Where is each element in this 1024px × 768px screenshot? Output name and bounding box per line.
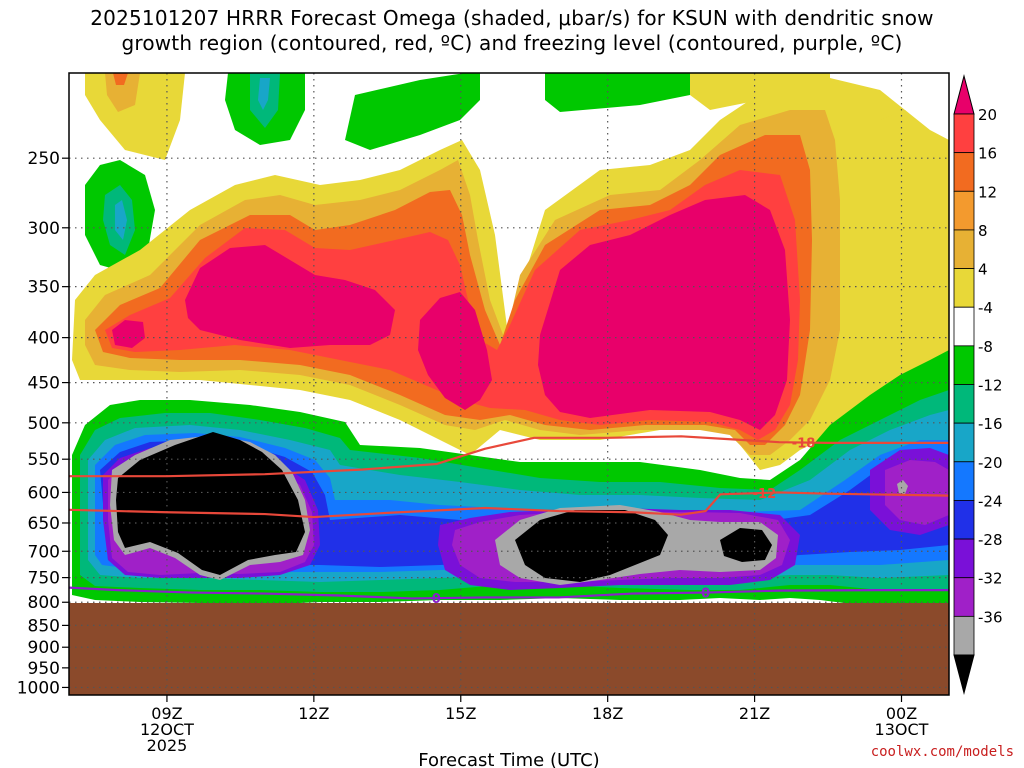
omega-band-main-20-mid [418, 292, 492, 410]
omega-shading [69, 73, 949, 695]
y-tick-label: 500 [28, 414, 60, 434]
contour-label-0: 0 [432, 592, 441, 607]
colorbar-label: -4 [978, 299, 993, 317]
source-credit: coolwx.com/models [870, 744, 1014, 760]
colorbar-swatch [953, 422, 975, 463]
contour-label--18: -18 [792, 437, 816, 452]
colorbar-swatch [953, 190, 975, 231]
colorbar-label: -8 [978, 338, 993, 356]
contour-0 [69, 586, 949, 600]
omega-band-lower-gray-far-right [897, 480, 908, 494]
colorbar-swatch [953, 461, 975, 501]
colorbar-swatch [953, 306, 975, 347]
colorbar-swatch [953, 384, 975, 424]
y-tick-label: 900 [28, 638, 60, 658]
x-tick-label: 15Z [445, 704, 476, 723]
omega-band-main-20-left [185, 245, 395, 348]
grid-lines [69, 73, 949, 695]
colorbar-label: -28 [978, 531, 1003, 549]
y-tick-label: 1000 [17, 678, 60, 698]
x-tick-label: 00Z [886, 704, 917, 723]
x-tick-label: 2025 [147, 736, 188, 755]
colorbar-label: -24 [978, 492, 1003, 510]
colorbar-label: -20 [978, 454, 1003, 472]
omega-band-left-green-peak [115, 200, 127, 240]
y-tick-label: 950 [28, 659, 60, 679]
y-tick-label: 750 [28, 569, 60, 589]
y-tick-label: 450 [28, 374, 60, 394]
y-tick-label: 850 [28, 616, 60, 636]
y-tick-label: 800 [28, 593, 60, 613]
colorbar-max-arrow [953, 74, 975, 115]
colorbar-swatch [953, 577, 975, 617]
colorbar-label: 4 [978, 261, 988, 279]
omega-band-right-yellow [880, 110, 949, 345]
omega-band-main-20-right [538, 195, 790, 430]
x-axis-label: Forecast Time (UTC) [418, 750, 599, 768]
colorbar-label: -16 [978, 415, 1003, 433]
omega-band-lower-black-right [515, 510, 668, 582]
omega-band-upper-left-core [105, 73, 140, 112]
colorbar-swatch [953, 345, 975, 385]
chart-title-line-1: 2025101207 HRRR Forecast Omega (shaded, … [90, 6, 934, 30]
colorbar-label: 20 [978, 106, 997, 124]
colorbar-swatch [953, 229, 975, 269]
contour--18 [69, 435, 949, 478]
colorbar-label: 16 [978, 145, 997, 163]
colorbar-swatch [953, 538, 975, 579]
omega-band-lower-black-small [720, 528, 772, 562]
contour-label-0: 0 [701, 587, 710, 602]
y-tick-label: 550 [28, 450, 60, 470]
contour-label--12: -12 [753, 487, 777, 502]
omega-band-top-yellow-right [690, 73, 830, 110]
colorbar-swatch [953, 152, 975, 192]
colorbar-label: 8 [978, 222, 988, 240]
y-tick-label: 300 [28, 219, 60, 239]
x-tick-label: 12Z [298, 704, 329, 723]
omega-band-lower-black-left [116, 432, 305, 575]
omega-band-main-20-left-small [112, 320, 145, 348]
x-tick-label: 12OCT [140, 720, 194, 739]
colorbar-swatch [953, 113, 975, 154]
omega-band-top-green-3 [545, 73, 690, 112]
ground-below-surface [69, 603, 949, 695]
colorbar-swatch [953, 268, 975, 308]
omega-band-top-green-2 [345, 73, 480, 150]
contour--12 [69, 491, 949, 519]
plot-frame [68, 72, 950, 696]
y-tick-label: 700 [28, 542, 60, 562]
y-tick-label: 400 [28, 329, 60, 349]
omega-band-top-green-1-peak [258, 78, 270, 110]
colorbar-label: -12 [978, 377, 1003, 395]
omega-band-upper-left-peak [113, 73, 128, 85]
colorbar-label: -32 [978, 570, 1003, 588]
y-axis: 2503003504004505005506006507007508008509… [17, 149, 69, 698]
y-tick-label: 650 [28, 514, 60, 534]
colorbar-label: 12 [978, 183, 997, 201]
x-tick-label: 18Z [592, 704, 623, 723]
chart-title-line-2: growth region (contoured, red, ºC) and f… [121, 31, 903, 55]
x-tick-label: 13OCT [875, 720, 929, 739]
colorbar: 20 16 12 8 4 -4 -8 -12 -16 -20 -24 -28 -32 -36 [953, 74, 1003, 695]
y-tick-label: 250 [28, 149, 60, 169]
x-tick-label: 09Z [151, 704, 182, 723]
y-tick-label: 600 [28, 483, 60, 503]
colorbar-label: -36 [978, 608, 1003, 626]
colorbar-min-arrow [953, 654, 975, 695]
y-tick-label: 350 [28, 278, 60, 298]
colorbar-swatch [953, 500, 975, 540]
colorbar-swatch [953, 615, 975, 656]
contour-lines: -18 -12 0 0 [69, 435, 949, 607]
x-tick-label: 21Z [739, 704, 770, 723]
